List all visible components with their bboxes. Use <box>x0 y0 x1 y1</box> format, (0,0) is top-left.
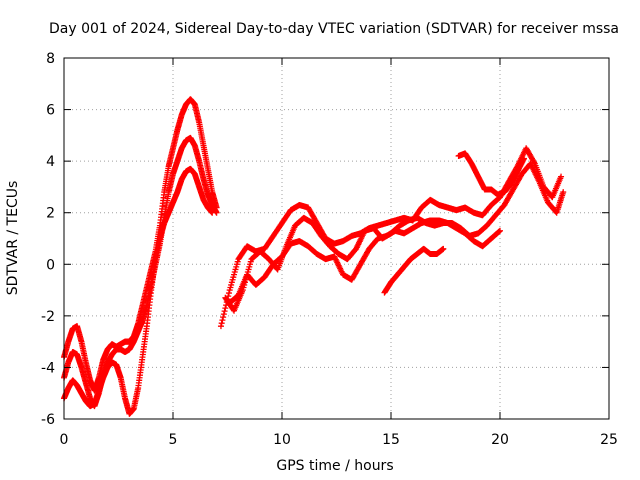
series-track-f <box>226 217 503 306</box>
y-tick-label: 6 <box>46 103 55 119</box>
data-point-marker <box>560 189 567 196</box>
chart-title: Day 001 of 2024, Sidereal Day-to-day VTE… <box>49 21 619 37</box>
x-tick-label: 5 <box>169 432 178 448</box>
y-axis-label: SDTVAR / TECUs <box>5 181 21 296</box>
data-point-marker <box>209 209 216 216</box>
y-tick-label: 2 <box>46 206 55 222</box>
data-point-marker <box>220 314 227 321</box>
series-track-h <box>455 150 527 198</box>
data-point-marker <box>217 323 224 330</box>
x-axis-label: GPS time / hours <box>276 458 393 474</box>
x-tick-label: 10 <box>273 432 291 448</box>
x-tick-label: 20 <box>491 432 509 448</box>
data-point-marker <box>218 320 225 327</box>
data-point-marker <box>219 317 226 324</box>
data-markers <box>61 96 567 417</box>
data-point-marker <box>222 305 229 312</box>
y-tick-label: -6 <box>41 412 55 428</box>
grid-lines <box>64 58 609 419</box>
x-tick-label: 15 <box>382 432 400 448</box>
axis-ticks: 0 5 10 15 20 25 -6 -4 -2 0 2 4 6 8 <box>41 51 618 448</box>
series-track-g <box>381 245 447 296</box>
x-tick-label: 25 <box>600 432 618 448</box>
plot-frame <box>63 57 610 420</box>
data-point-marker <box>221 308 228 315</box>
y-tick-label: -2 <box>41 309 55 325</box>
y-tick-label: 0 <box>46 257 55 273</box>
data-point-marker <box>558 173 565 180</box>
y-tick-label: 8 <box>46 51 55 67</box>
data-point-marker <box>225 290 232 297</box>
series-track-d <box>217 145 565 330</box>
data-point-marker <box>497 227 503 234</box>
data-point-marker <box>531 159 538 166</box>
y-tick-label: 4 <box>46 154 55 170</box>
data-point-marker <box>220 311 227 318</box>
data-point-marker <box>440 245 447 252</box>
data-point-marker <box>520 155 527 162</box>
series-track-a <box>61 96 220 394</box>
y-tick-label: -4 <box>41 360 55 376</box>
series-track-e <box>222 160 567 314</box>
x-tick-label: 0 <box>60 432 69 448</box>
series-track-c <box>61 165 216 417</box>
